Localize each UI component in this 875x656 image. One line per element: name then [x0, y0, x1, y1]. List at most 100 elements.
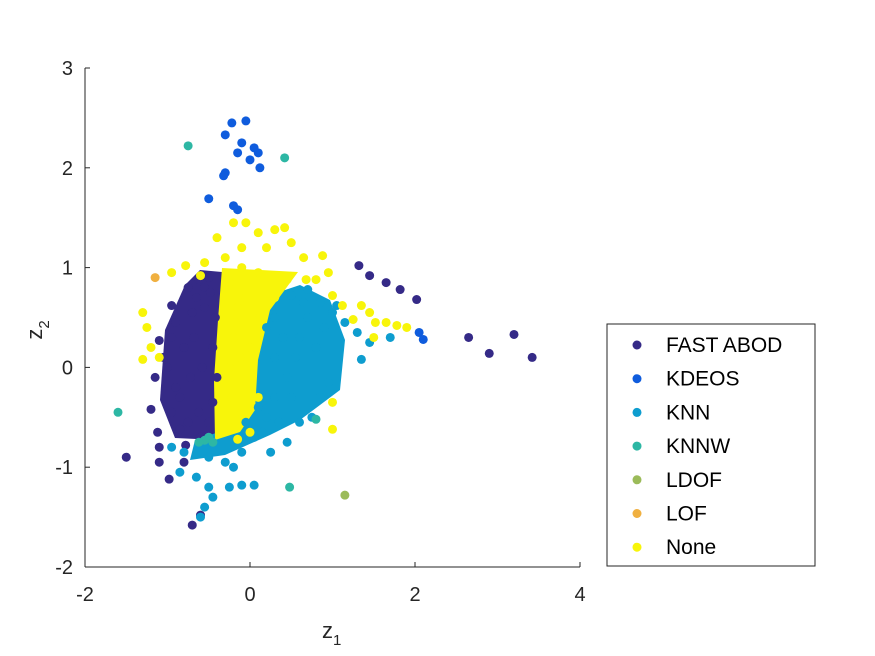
point-knn — [262, 412, 271, 422]
point-kdeos — [237, 138, 247, 148]
point-fast-abod — [484, 348, 494, 358]
point-fast-abod — [186, 372, 196, 382]
point-kdeos — [255, 163, 265, 173]
point-fast-abod — [527, 352, 537, 362]
point-none — [220, 253, 230, 263]
point-none — [270, 293, 280, 303]
point-fast-abod — [183, 283, 193, 293]
point-knn — [282, 372, 292, 382]
point-fast-abod — [189, 332, 199, 342]
point-none — [370, 317, 380, 327]
point-none — [235, 352, 245, 362]
point-none — [392, 320, 402, 330]
point-none — [253, 268, 263, 278]
legend-marker — [632, 340, 642, 350]
point-kdeos — [418, 334, 428, 344]
point-knn — [290, 352, 300, 362]
point-knn — [340, 317, 350, 327]
point-none — [299, 253, 309, 263]
point-none — [237, 243, 247, 253]
point-none — [270, 271, 280, 281]
legend-marker — [632, 542, 642, 552]
point-knn — [253, 402, 263, 412]
point-knn — [266, 447, 276, 457]
point-none — [237, 263, 247, 273]
point-knn — [328, 308, 337, 318]
y-ticks: -2 -1 0 1 2 3 — [55, 58, 90, 579]
point-knn — [220, 457, 230, 467]
point-none — [181, 261, 191, 271]
point-fast-abod — [154, 457, 164, 467]
legend-marker — [632, 407, 642, 417]
point-kdeos — [253, 148, 263, 158]
point-fast-abod — [163, 362, 172, 372]
legend-label: None — [666, 536, 716, 559]
legend-marker — [632, 475, 642, 485]
series-kdeos — [204, 116, 428, 344]
point-fast-abod — [381, 278, 391, 288]
point-fast-abod — [146, 404, 156, 414]
x-ticks: -2 0 2 4 — [76, 562, 586, 606]
point-knnw — [208, 437, 218, 447]
point-none — [253, 392, 263, 402]
point-fast-abod — [179, 457, 189, 467]
point-knn — [352, 327, 362, 337]
point-none — [323, 268, 333, 278]
point-knn — [257, 427, 267, 437]
point-knn — [191, 472, 201, 482]
legend-items: FAST ABOD KDEOS KNN KNNW LDOF LOF None — [632, 334, 782, 559]
point-kdeos — [227, 118, 237, 128]
point-knnw — [280, 153, 290, 163]
y-tick-label: 3 — [62, 58, 73, 80]
point-knn — [249, 480, 259, 490]
legend-item-fast-abod: FAST ABOD — [632, 334, 782, 357]
point-knn — [274, 417, 284, 427]
point-knn — [278, 332, 288, 342]
point-fast-abod — [204, 273, 214, 283]
point-knn — [224, 482, 234, 492]
point-knn — [270, 352, 280, 362]
y-axis-label: z2 — [22, 320, 53, 339]
legend-item-knn: KNN — [632, 401, 710, 424]
point-knnw — [194, 437, 204, 447]
legend-label: FAST ABOD — [666, 334, 782, 357]
point-none — [212, 233, 222, 243]
point-knn — [286, 392, 296, 402]
x-tick-label: 0 — [244, 584, 255, 606]
point-knn — [167, 442, 177, 452]
point-fast-abod — [164, 474, 174, 484]
point-knn — [262, 322, 271, 332]
point-kdeos — [414, 327, 424, 337]
point-knn — [299, 298, 309, 308]
y-tick-label: 0 — [62, 357, 73, 379]
point-fast-abod — [167, 301, 177, 311]
point-knn — [204, 482, 214, 492]
point-fast-abod — [183, 417, 193, 427]
point-fast-abod — [167, 407, 177, 417]
point-fast-abod — [208, 397, 218, 407]
point-knn — [295, 332, 304, 342]
point-none — [138, 308, 148, 318]
point-knn — [311, 342, 321, 352]
point-fast-abod — [212, 372, 222, 382]
series-lof — [150, 273, 160, 283]
point-fast-abod — [204, 417, 214, 427]
series-none — [138, 218, 412, 444]
x-tick-label: 4 — [574, 584, 585, 606]
axes — [84, 68, 580, 568]
point-knn — [323, 377, 333, 387]
point-none — [282, 275, 292, 285]
x-tick-label: 2 — [409, 584, 420, 606]
point-fast-abod — [153, 427, 163, 437]
point-kdeos — [204, 194, 214, 204]
point-knn — [270, 313, 280, 322]
point-fast-abod — [194, 407, 204, 417]
point-none — [227, 392, 237, 402]
point-fast-abod — [187, 520, 197, 530]
point-kdeos — [233, 148, 243, 158]
point-fast-abod — [395, 285, 405, 295]
point-knnw — [285, 482, 295, 492]
point-fast-abod — [210, 313, 220, 322]
point-fast-abod — [154, 335, 164, 345]
point-fast-abod — [509, 329, 519, 339]
